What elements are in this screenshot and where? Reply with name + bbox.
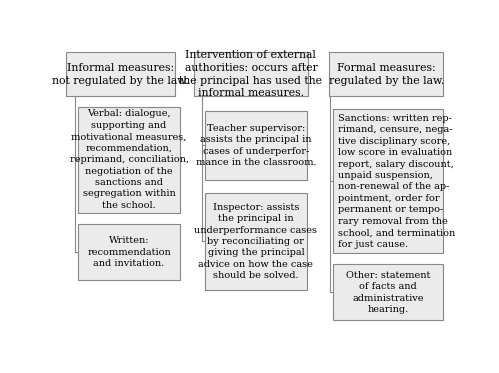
- FancyBboxPatch shape: [205, 111, 307, 180]
- FancyBboxPatch shape: [66, 52, 175, 97]
- Text: Sanctions: written rep-
rimand, censure, nega-
tive disciplinary score,
low scor: Sanctions: written rep- rimand, censure,…: [338, 114, 455, 249]
- FancyBboxPatch shape: [329, 52, 443, 97]
- Text: Written:
recommendation
and invitation.: Written: recommendation and invitation.: [87, 236, 171, 268]
- Text: Teacher supervisor:
assists the principal in
cases of underperfor-
mance in the : Teacher supervisor: assists the principa…: [196, 123, 316, 167]
- Text: Intervention of external
authorities: occurs after
the principal has used the
in: Intervention of external authorities: oc…: [180, 50, 322, 98]
- Text: Formal measures:
regulated by the law.: Formal measures: regulated by the law.: [328, 63, 444, 85]
- FancyBboxPatch shape: [333, 264, 443, 320]
- FancyBboxPatch shape: [78, 107, 180, 213]
- Text: Inspector: assists
the principal in
underperformance cases
by reconciliating or
: Inspector: assists the principal in unde…: [195, 203, 317, 280]
- FancyBboxPatch shape: [205, 193, 307, 290]
- FancyBboxPatch shape: [194, 52, 308, 97]
- FancyBboxPatch shape: [78, 224, 180, 280]
- Text: Informal measures:
not regulated by the law.: Informal measures: not regulated by the …: [52, 63, 189, 85]
- Text: Other: statement
of facts and
administrative
hearing.: Other: statement of facts and administra…: [346, 271, 430, 314]
- FancyBboxPatch shape: [333, 109, 443, 253]
- Text: Verbal: dialogue,
supporting and
motivational measures,
recommendation,
repriman: Verbal: dialogue, supporting and motivat…: [69, 109, 189, 210]
